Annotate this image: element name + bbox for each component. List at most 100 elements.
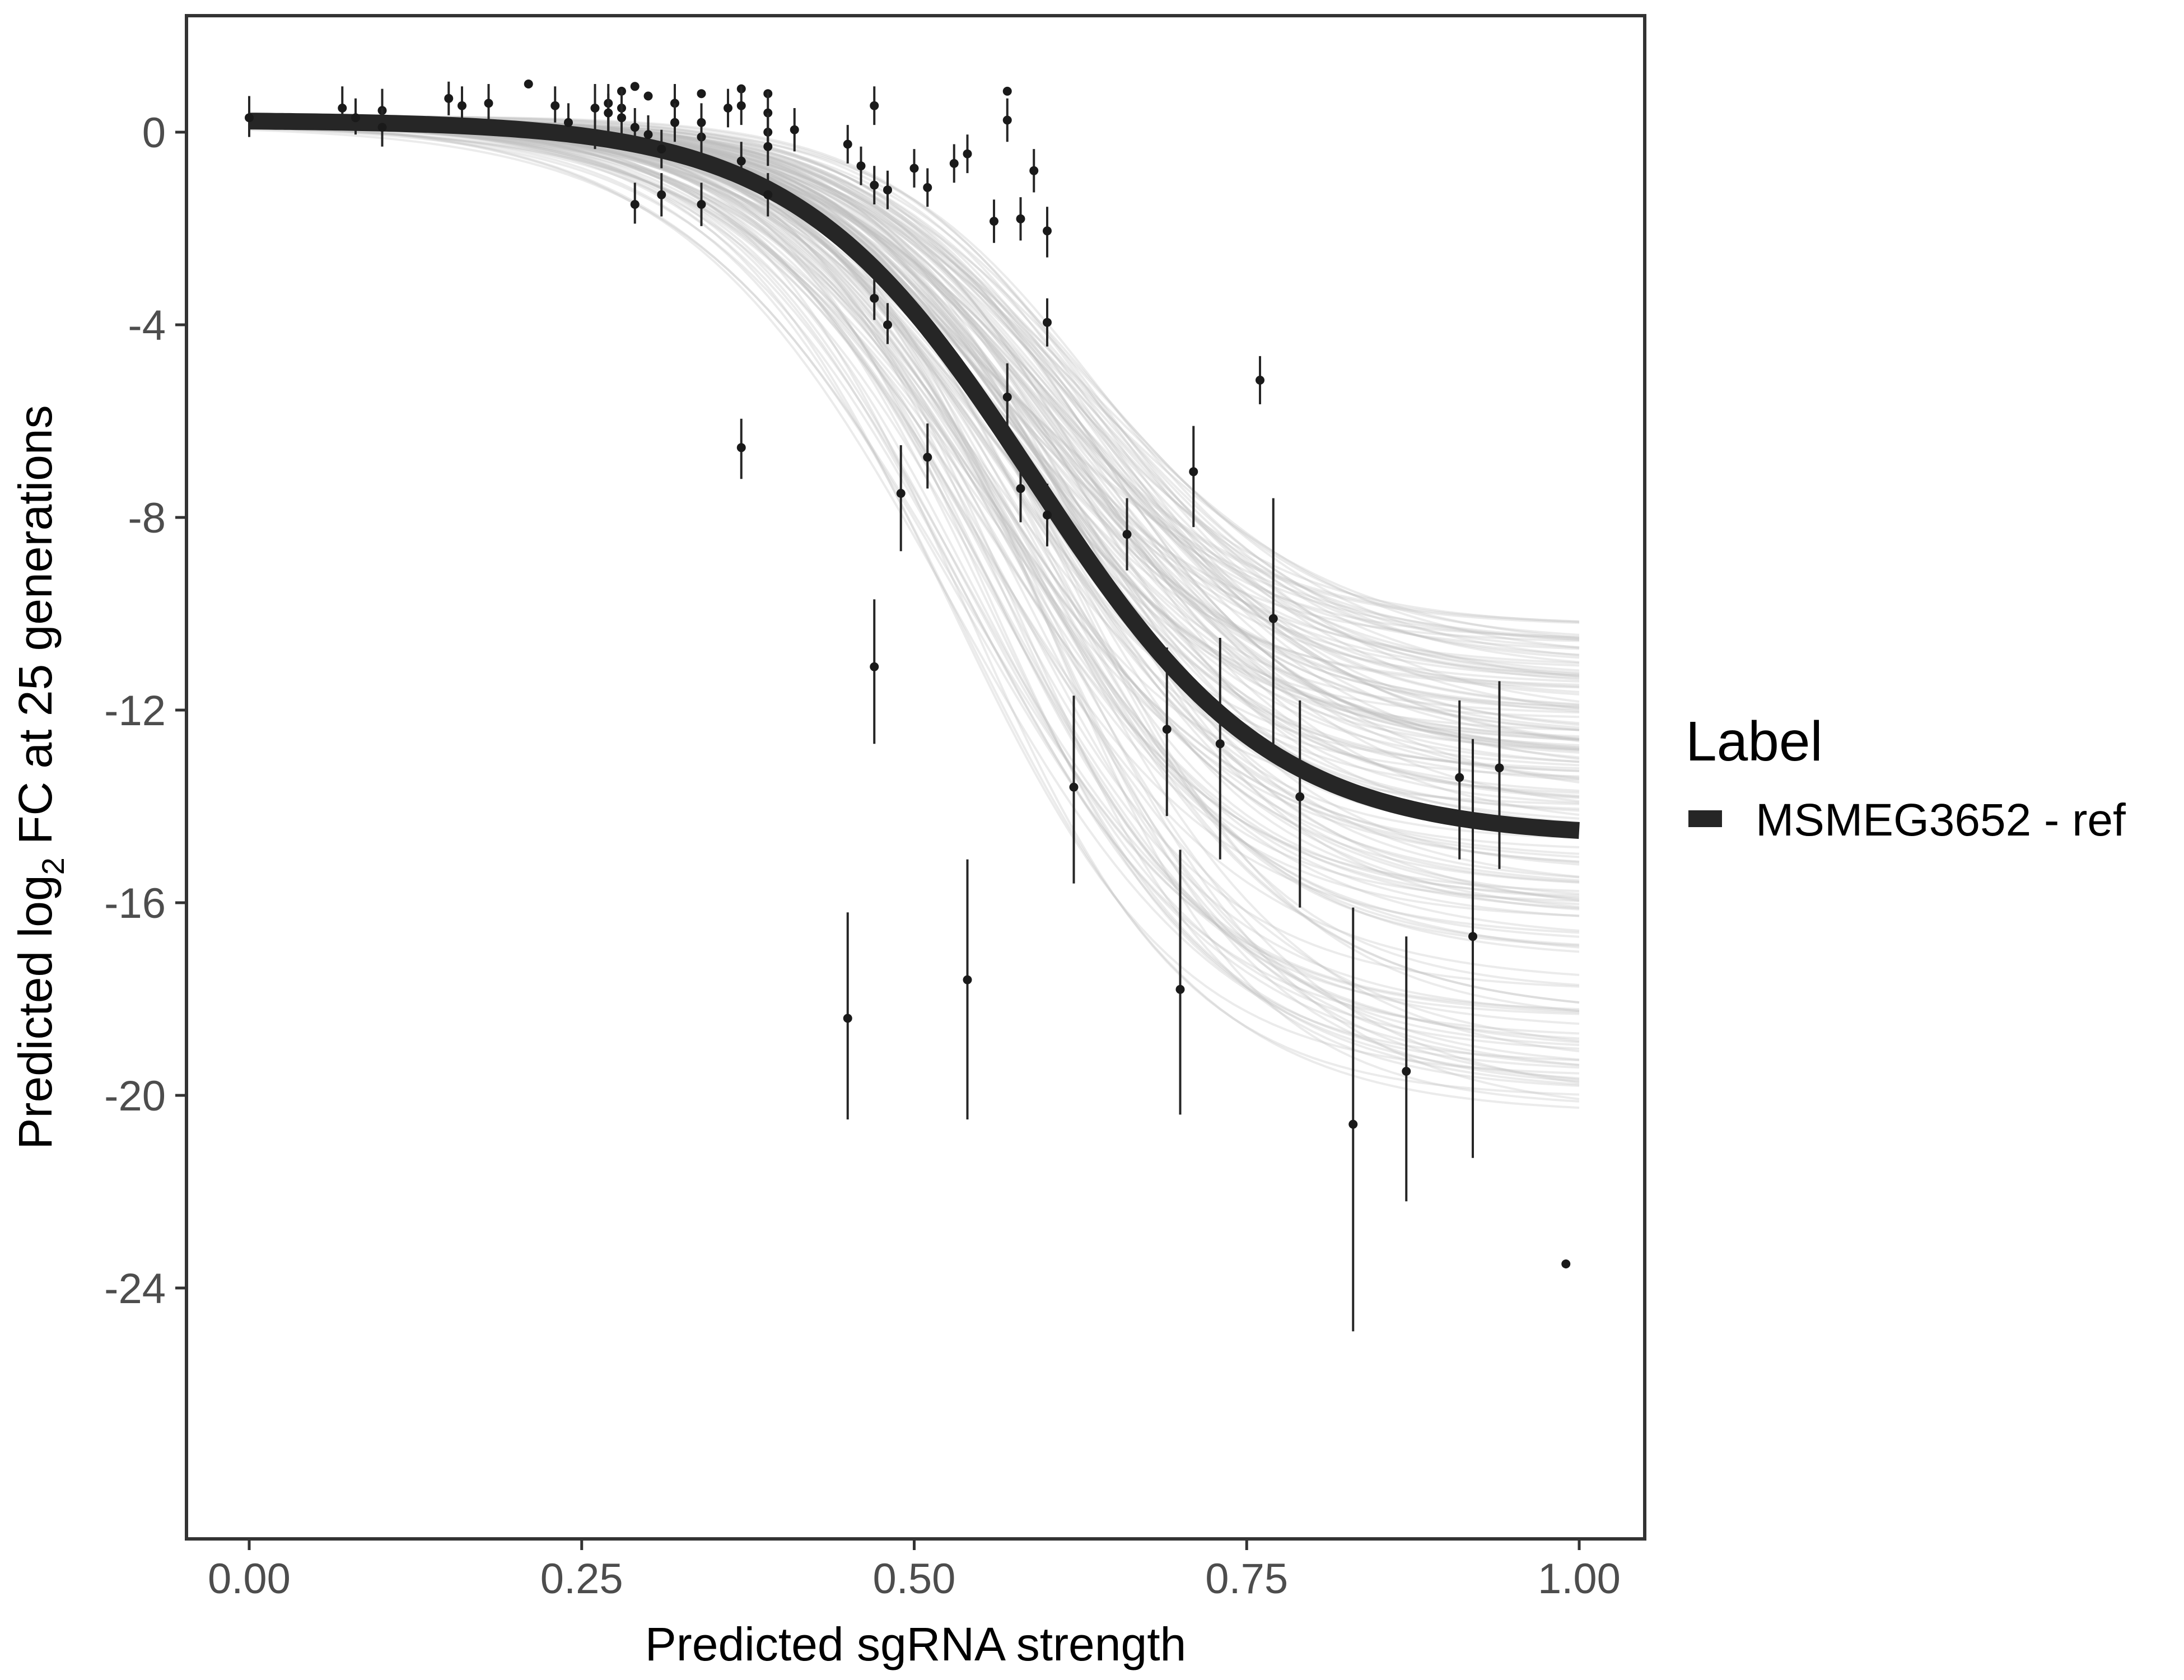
data-point <box>763 190 773 199</box>
data-point <box>724 104 732 113</box>
posterior-draw-curve <box>249 126 1580 864</box>
x-axis-ticks: 0.00 0.25 0.50 0.75 1.00 <box>208 1539 1621 1603</box>
data-point <box>1215 739 1225 749</box>
data-point <box>1402 1067 1411 1076</box>
posterior-draw-curve <box>249 124 1580 949</box>
data-point <box>1002 115 1012 125</box>
data-point <box>896 489 906 498</box>
posterior-draw-curve <box>249 128 1580 1067</box>
posterior-draw-curve <box>249 124 1580 1084</box>
posterior-draw-curve <box>249 120 1580 1014</box>
data-point <box>843 139 852 149</box>
data-point <box>1175 984 1185 994</box>
data-point <box>1268 614 1278 623</box>
data-point <box>697 118 706 127</box>
data-point <box>351 113 360 123</box>
data-point <box>763 142 773 151</box>
y-tick-label: -12 <box>104 687 166 735</box>
y-tick-label: -8 <box>128 494 166 542</box>
data-point <box>630 82 640 91</box>
y-axis-title-subscript: 2 <box>35 857 71 875</box>
data-points-layer <box>245 80 1571 1332</box>
data-point <box>590 104 600 113</box>
data-point <box>484 99 493 108</box>
posterior-draw-curves <box>249 114 1580 1109</box>
data-point <box>630 200 640 209</box>
data-point <box>697 89 706 99</box>
data-point <box>1468 932 1477 941</box>
data-point <box>909 164 919 173</box>
data-point <box>1002 86 1012 96</box>
data-point <box>564 118 573 127</box>
posterior-draw-curve <box>249 122 1580 1044</box>
data-point <box>550 101 560 110</box>
data-point <box>870 662 879 671</box>
data-point <box>1455 773 1464 782</box>
data-point <box>1561 1259 1571 1268</box>
x-tick-label: 0.50 <box>873 1555 956 1603</box>
data-point <box>843 1014 852 1023</box>
y-axis-ticks: 0 -4 -8 -12 -16 -20 -24 <box>104 109 186 1313</box>
data-point <box>736 101 746 110</box>
data-point <box>1348 1119 1358 1129</box>
data-point <box>923 452 932 462</box>
posterior-draw-curve <box>249 124 1580 1050</box>
posterior-draw-curve <box>249 124 1580 1075</box>
data-point <box>856 161 866 171</box>
data-point <box>458 101 466 110</box>
posterior-draw-curve <box>249 121 1580 1025</box>
posterior-draw-curve <box>249 124 1580 908</box>
data-point <box>643 91 653 101</box>
data-point <box>923 183 932 192</box>
data-point <box>1002 393 1012 402</box>
x-axis-title: Predicted sgRNA strength <box>645 1618 1187 1670</box>
data-point <box>1495 763 1504 773</box>
data-point <box>604 108 613 118</box>
posterior-draw-curve <box>249 127 1580 1109</box>
data-point <box>736 443 746 452</box>
data-point <box>444 94 454 103</box>
data-point <box>1162 725 1172 734</box>
data-point <box>1043 510 1052 520</box>
posterior-draw-curve <box>249 127 1580 900</box>
x-tick-label: 0.25 <box>540 1555 623 1603</box>
legend-title: Label <box>1686 710 1823 773</box>
data-point <box>1043 318 1052 327</box>
posterior-draw-curve <box>249 126 1580 1066</box>
data-point <box>697 200 706 209</box>
posterior-draw-curve <box>249 123 1580 1035</box>
y-tick-label: -24 <box>104 1265 166 1313</box>
data-point <box>1043 226 1052 236</box>
fit-curve-layer <box>249 113 1580 839</box>
y-axis-title-prefix: Predicted log <box>9 875 62 1149</box>
x-tick-label: 0.75 <box>1205 1555 1288 1603</box>
legend-entry-label: MSMEG3652 - ref <box>1756 795 2126 846</box>
data-point <box>1122 530 1132 539</box>
data-point <box>883 185 892 195</box>
data-point <box>643 130 653 139</box>
posterior-draw-curve <box>249 123 1580 1080</box>
posterior-draw-curve <box>249 125 1580 641</box>
y-tick-label: 0 <box>142 109 166 157</box>
posterior-draw-curve <box>249 114 1580 751</box>
data-point <box>949 158 959 168</box>
data-point <box>870 101 879 110</box>
data-point <box>870 293 879 303</box>
x-tick-label: 1.00 <box>1538 1555 1621 1603</box>
data-point <box>1189 467 1198 477</box>
fit-curve <box>249 113 1580 839</box>
data-point <box>1016 484 1025 493</box>
posterior-draw-curve <box>249 114 1580 707</box>
x-tick-label: 0.00 <box>208 1555 291 1603</box>
posterior-draw-curve <box>249 119 1580 1042</box>
data-point <box>524 80 533 88</box>
data-point <box>617 113 626 123</box>
data-point <box>670 118 679 127</box>
data-point <box>377 123 387 132</box>
y-axis-title: Predicted log2 FC at 25 generations <box>9 405 71 1149</box>
data-point <box>1029 166 1039 175</box>
data-point <box>630 123 640 132</box>
y-tick-label: -4 <box>128 302 166 349</box>
data-point <box>657 144 666 154</box>
